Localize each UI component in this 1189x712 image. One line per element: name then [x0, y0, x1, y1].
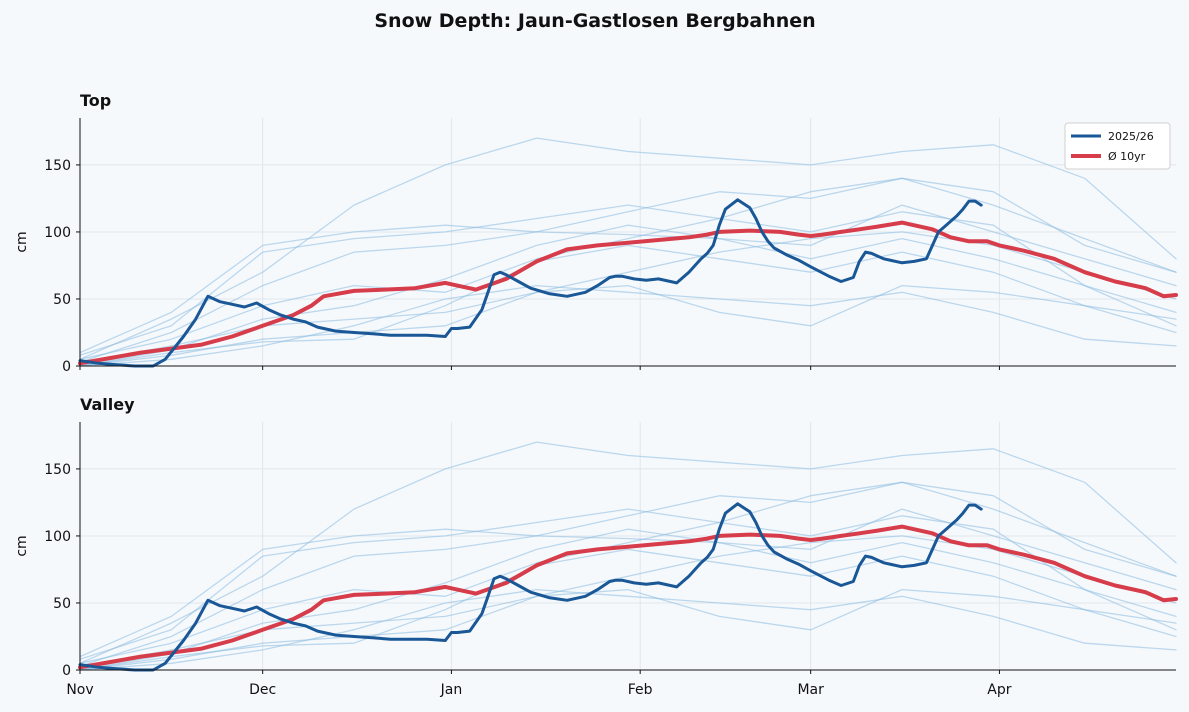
series-line-historical	[79, 204, 1177, 356]
y-axis-label: cm	[14, 535, 30, 556]
series-line-historical	[79, 284, 1177, 367]
series-line-historical	[79, 548, 1177, 671]
x-tick-label: Dec	[249, 682, 276, 698]
y-axis-label: cm	[14, 231, 30, 252]
y-tick-label: 0	[62, 663, 71, 679]
x-tick-label: Apr	[987, 682, 1011, 698]
y-tick-label: 150	[44, 158, 71, 174]
y-tick-label: 100	[44, 529, 71, 545]
series-line-historical	[79, 204, 1177, 363]
panel-title: Top	[80, 91, 111, 110]
panel-title: Valley	[80, 395, 135, 414]
series-line-historical	[79, 508, 1177, 667]
legend: 2025/26 Ø 10yr	[1064, 122, 1171, 170]
series-line-historical	[79, 588, 1177, 671]
x-tick-label: Feb	[628, 682, 653, 698]
chart-panels: 0 50 100 150 cm Top 2025/26 Ø 10yr 0 50 100 150 Nov D…	[14, 91, 1178, 698]
series-line-historical	[79, 244, 1177, 367]
y-tick-label: 50	[53, 292, 71, 308]
x-tick-label: Jan	[440, 682, 463, 698]
series-line-current-season	[78, 198, 983, 368]
legend-label-current: 2025/26	[1108, 130, 1154, 143]
series-line-current-season	[78, 502, 983, 672]
series-line-historical	[79, 177, 1177, 354]
series-line-historical	[79, 528, 1177, 671]
y-tick-label: 0	[62, 359, 71, 375]
series-line-historical	[79, 284, 1177, 367]
series-line-10yr-average	[78, 524, 1178, 670]
panel-valley: 0 50 100 150 Nov Dec Jan Feb Mar Apr cm Valley	[14, 395, 1178, 698]
chart-title: Snow Depth: Jaun-Gastlosen Bergbahnen	[374, 10, 815, 32]
x-tick-label: Mar	[797, 682, 824, 698]
series-line-historical	[79, 441, 1177, 664]
series-line-historical	[79, 224, 1177, 367]
series-line-historical	[79, 137, 1177, 360]
y-tick-label: 150	[44, 462, 71, 478]
legend-label-average: Ø 10yr	[1108, 150, 1146, 163]
y-tick-label: 50	[53, 596, 71, 612]
panel-top: 0 50 100 150 cm Top 2025/26 Ø 10yr	[14, 91, 1178, 375]
series-line-historical	[79, 508, 1177, 660]
series-line-10yr-average	[78, 220, 1178, 366]
y-tick-label: 100	[44, 225, 71, 241]
series-line-historical	[79, 481, 1177, 658]
series-line-historical	[79, 588, 1177, 671]
x-tick-label: Nov	[66, 682, 93, 698]
